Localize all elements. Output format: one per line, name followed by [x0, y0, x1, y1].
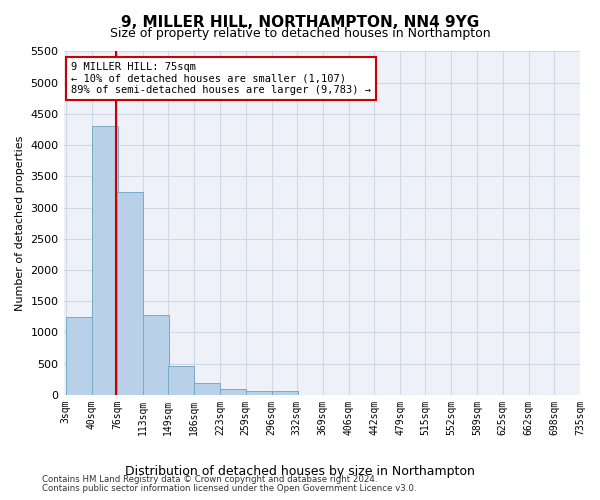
Bar [65, 317, 92, 395]
Text: Contains public sector information licensed under the Open Government Licence v3: Contains public sector information licen… [42, 484, 416, 493]
Text: Size of property relative to detached houses in Northampton: Size of property relative to detached ho… [110, 28, 490, 40]
Bar [92, 126, 118, 395]
Bar [272, 391, 298, 395]
Bar [168, 366, 194, 395]
Bar [143, 315, 169, 395]
Text: Contains HM Land Registry data © Crown copyright and database right 2024.: Contains HM Land Registry data © Crown c… [42, 476, 377, 484]
Y-axis label: Number of detached properties: Number of detached properties [15, 136, 25, 311]
Bar [220, 390, 246, 395]
Text: Distribution of detached houses by size in Northampton: Distribution of detached houses by size … [125, 465, 475, 478]
Bar [245, 390, 272, 395]
Bar [194, 383, 220, 395]
Text: 9, MILLER HILL, NORTHAMPTON, NN4 9YG: 9, MILLER HILL, NORTHAMPTON, NN4 9YG [121, 15, 479, 30]
Text: 9 MILLER HILL: 75sqm
← 10% of detached houses are smaller (1,107)
89% of semi-de: 9 MILLER HILL: 75sqm ← 10% of detached h… [71, 62, 371, 95]
Bar [117, 192, 143, 395]
